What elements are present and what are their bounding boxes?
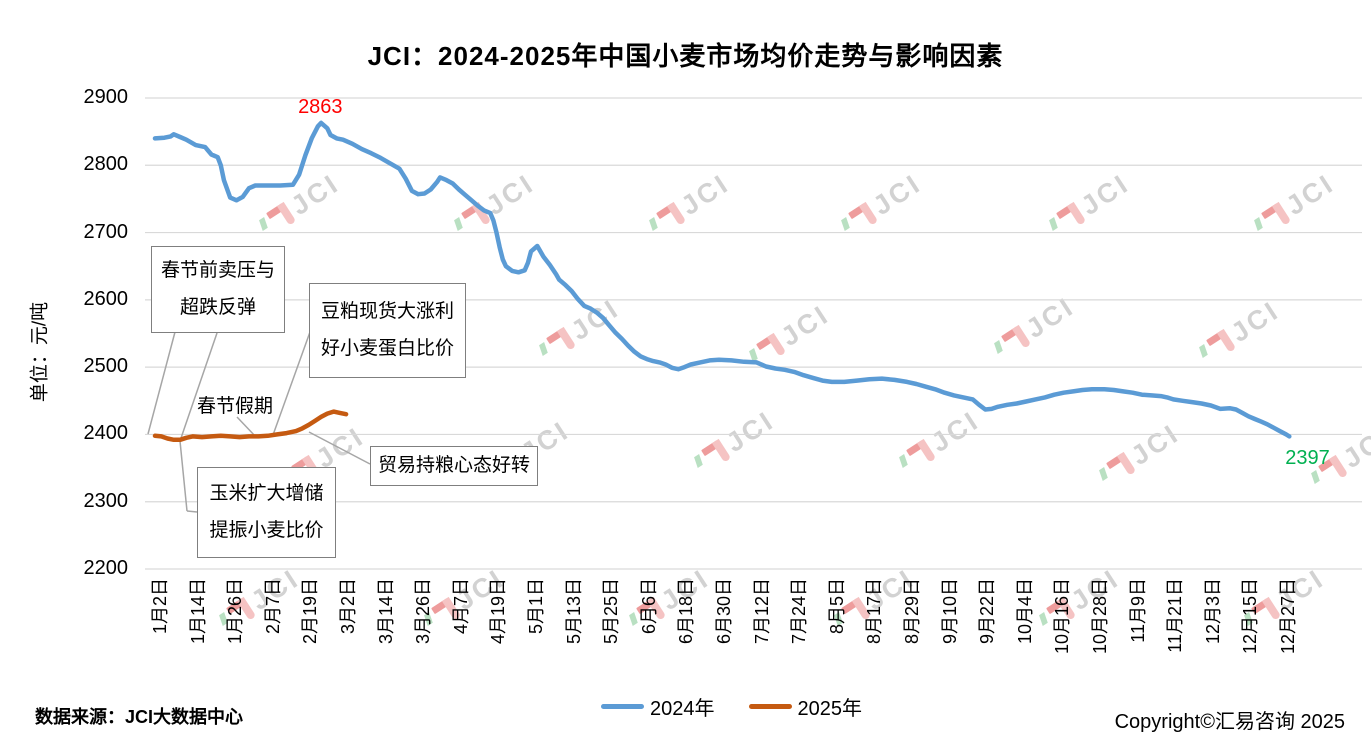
- series-line-2025年: [152, 409, 349, 443]
- x-tick-label: 1月2日: [150, 578, 170, 635]
- annotation-box-corn-reserve: 玉米扩大增储 提振小麦比价: [197, 467, 336, 558]
- x-tick-label: 3月2日: [338, 578, 358, 635]
- y-tick-label: 2500: [83, 355, 129, 378]
- leader-line: [272, 331, 311, 436]
- annotation-text-line: 超跌反弹: [179, 296, 256, 318]
- legend-line-swatch-2024: [601, 704, 644, 709]
- y-tick-label: 2800: [83, 153, 129, 176]
- x-tick-label: 4月19日: [488, 578, 509, 645]
- chart-title: JCI：2024-2025年中国小麦市场均价走势与影响因素: [367, 41, 1004, 71]
- series-line-2024年: [152, 120, 1292, 439]
- leader-line: [236, 416, 257, 438]
- legend: 2024年 2025年: [601, 692, 862, 721]
- x-tick-label: 8月5日: [826, 578, 847, 635]
- x-tick-label: 11月9日: [1127, 578, 1148, 643]
- y-tick-label: 2900: [83, 86, 129, 108]
- x-tick-label: 2月19日: [300, 578, 321, 645]
- x-tick-label: 7月24日: [789, 578, 810, 645]
- x-tick-label: 5月25日: [601, 578, 622, 645]
- annotation-leader-lines: [147, 331, 371, 513]
- data-source-note: 数据来源：JCI大数据中心: [35, 707, 244, 727]
- copyright-note: Copyright©汇易咨询 2025: [1114, 711, 1345, 733]
- x-tick-label: 4月7日: [450, 578, 471, 635]
- leader-line: [147, 331, 176, 435]
- annotation-text-line: 提振小麦比价: [209, 519, 324, 541]
- leader-line: [308, 431, 371, 465]
- annotation-text-line: 贸易持粮心态好转: [377, 454, 530, 476]
- annotation-box-pre-festival-selloff: 春节前卖压与 超跌反弹: [151, 246, 285, 333]
- series-lines: [152, 120, 1292, 443]
- annotation-text-line: 玉米扩大增储: [209, 483, 324, 505]
- x-tick-label: 10月16日: [1052, 578, 1073, 655]
- x-tick-label: 5月1日: [526, 578, 546, 635]
- x-tick-label: 8月17日: [864, 578, 885, 645]
- legend-item-2025: 2025年: [748, 692, 863, 721]
- x-tick-label: 12月3日: [1202, 578, 1223, 645]
- y-axis-unit-label: 单位：元/吨: [29, 301, 51, 403]
- y-tick-label: 2300: [83, 489, 129, 512]
- x-tick-label: 10月28日: [1090, 578, 1110, 655]
- legend-line-swatch-2025: [748, 704, 792, 709]
- x-tick-label: 1月26日: [225, 578, 246, 645]
- x-tick-label: 3月26日: [413, 578, 434, 645]
- x-tick-label: 7月12日: [751, 578, 772, 645]
- annotation-box-trade-sentiment: 贸易持粮心态好转: [370, 446, 538, 486]
- annotation-text-festival-holiday: 春节假期: [197, 396, 274, 417]
- y-tick-label: 2700: [83, 220, 129, 243]
- leader-line: [179, 332, 218, 442]
- legend-label-2025: 2025年: [797, 698, 863, 720]
- x-tick-label: 2月7日: [262, 578, 283, 635]
- x-tick-label: 12月27日: [1278, 578, 1298, 655]
- y-tick-label: 2600: [83, 287, 129, 310]
- x-tick-label: 6月18日: [676, 578, 697, 645]
- end-value-label: 2397: [1285, 447, 1330, 470]
- x-tick-label: 9月22日: [977, 578, 998, 645]
- annotation-text-line: 豆粕现货大涨利: [320, 301, 454, 323]
- annotation-text-line: 好小麦蛋白比价: [320, 337, 454, 359]
- legend-label-2024: 2024年: [650, 698, 715, 720]
- x-tick-label: 6月30日: [714, 578, 734, 645]
- x-tick-label: 6月6日: [638, 578, 659, 635]
- x-tick-label: 11月21日: [1165, 578, 1186, 653]
- x-tick-label: 5月13日: [563, 578, 584, 645]
- peak-value-label: 2863: [298, 95, 343, 118]
- annotation-text-line: 春节前卖压与: [160, 260, 275, 282]
- legend-item-2024: 2024年: [601, 692, 715, 721]
- x-tick-label: 8月29日: [902, 578, 922, 645]
- y-tick-label: 2200: [83, 557, 129, 579]
- x-tick-label: 9月10日: [939, 578, 960, 645]
- x-tick-label: 10月4日: [1014, 578, 1035, 645]
- x-tick-label: 1月14日: [187, 578, 208, 645]
- x-tick-label: 12月15日: [1240, 578, 1261, 655]
- annotation-box-soybean-meal-rally: 豆粕现货大涨利 好小麦蛋白比价: [309, 283, 466, 378]
- leader-line: [186, 510, 198, 513]
- y-tick-label: 2400: [83, 422, 129, 445]
- leader-line: [179, 440, 188, 512]
- x-tick-label: 3月14日: [375, 578, 396, 645]
